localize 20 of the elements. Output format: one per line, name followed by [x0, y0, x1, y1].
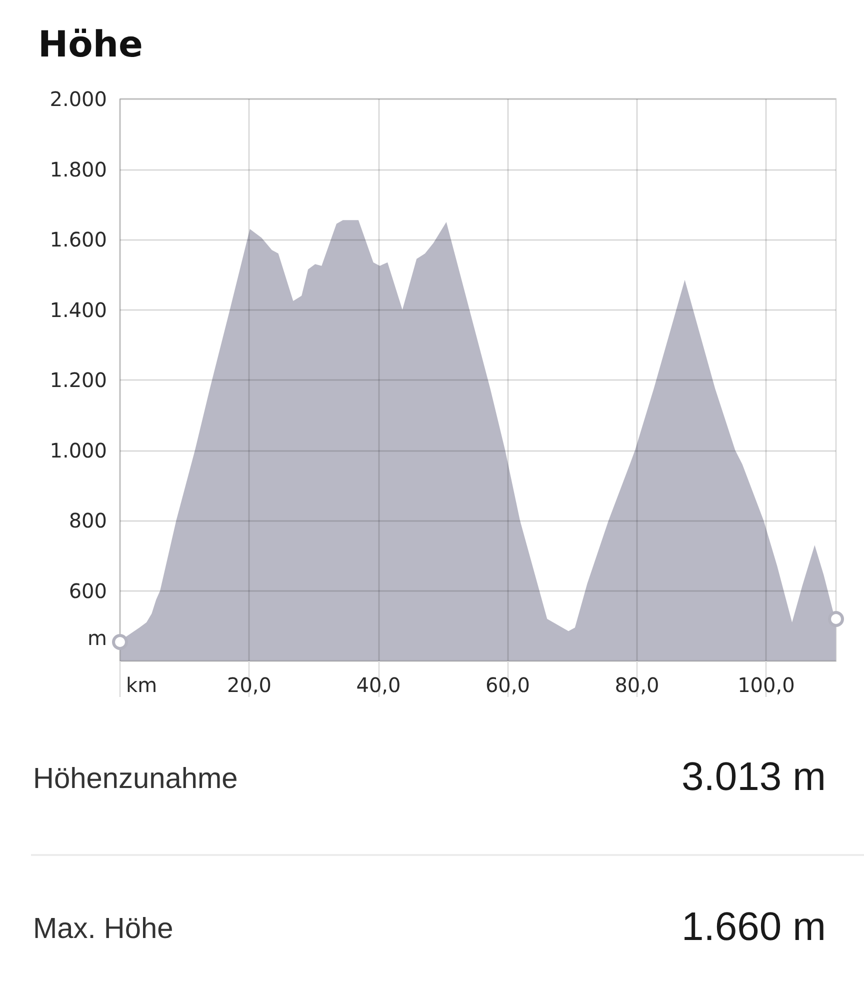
y-tick-label: 800 — [68, 508, 107, 532]
text: 3.013 m — [681, 755, 826, 800]
y-tick-label: 1.400 — [50, 298, 107, 322]
y-tick-label: 1.200 — [50, 368, 107, 392]
text: Höhenzunahme — [33, 763, 238, 796]
text: 1.660 m — [681, 905, 826, 950]
y-tick-label: 1.000 — [50, 438, 107, 462]
y-tick-label: 600 — [68, 578, 107, 603]
y-axis-title: m — [88, 626, 107, 650]
x-tick-label: 20,0 — [226, 673, 272, 697]
chart-title: Höhe — [38, 24, 143, 66]
y-tick-label: 1.800 — [50, 157, 107, 182]
y-tick-label: 2.000 — [50, 87, 107, 111]
y-tick-label: 1.600 — [50, 228, 107, 252]
x-tick-label: 40,0 — [356, 673, 401, 697]
x-tick-label: 100,0 — [738, 673, 795, 697]
x-tick-label: 60,0 — [485, 673, 530, 697]
x-tick-label: 80,0 — [614, 673, 660, 697]
x-axis-title: km — [126, 673, 158, 697]
text: Max. Höhe — [33, 913, 174, 946]
